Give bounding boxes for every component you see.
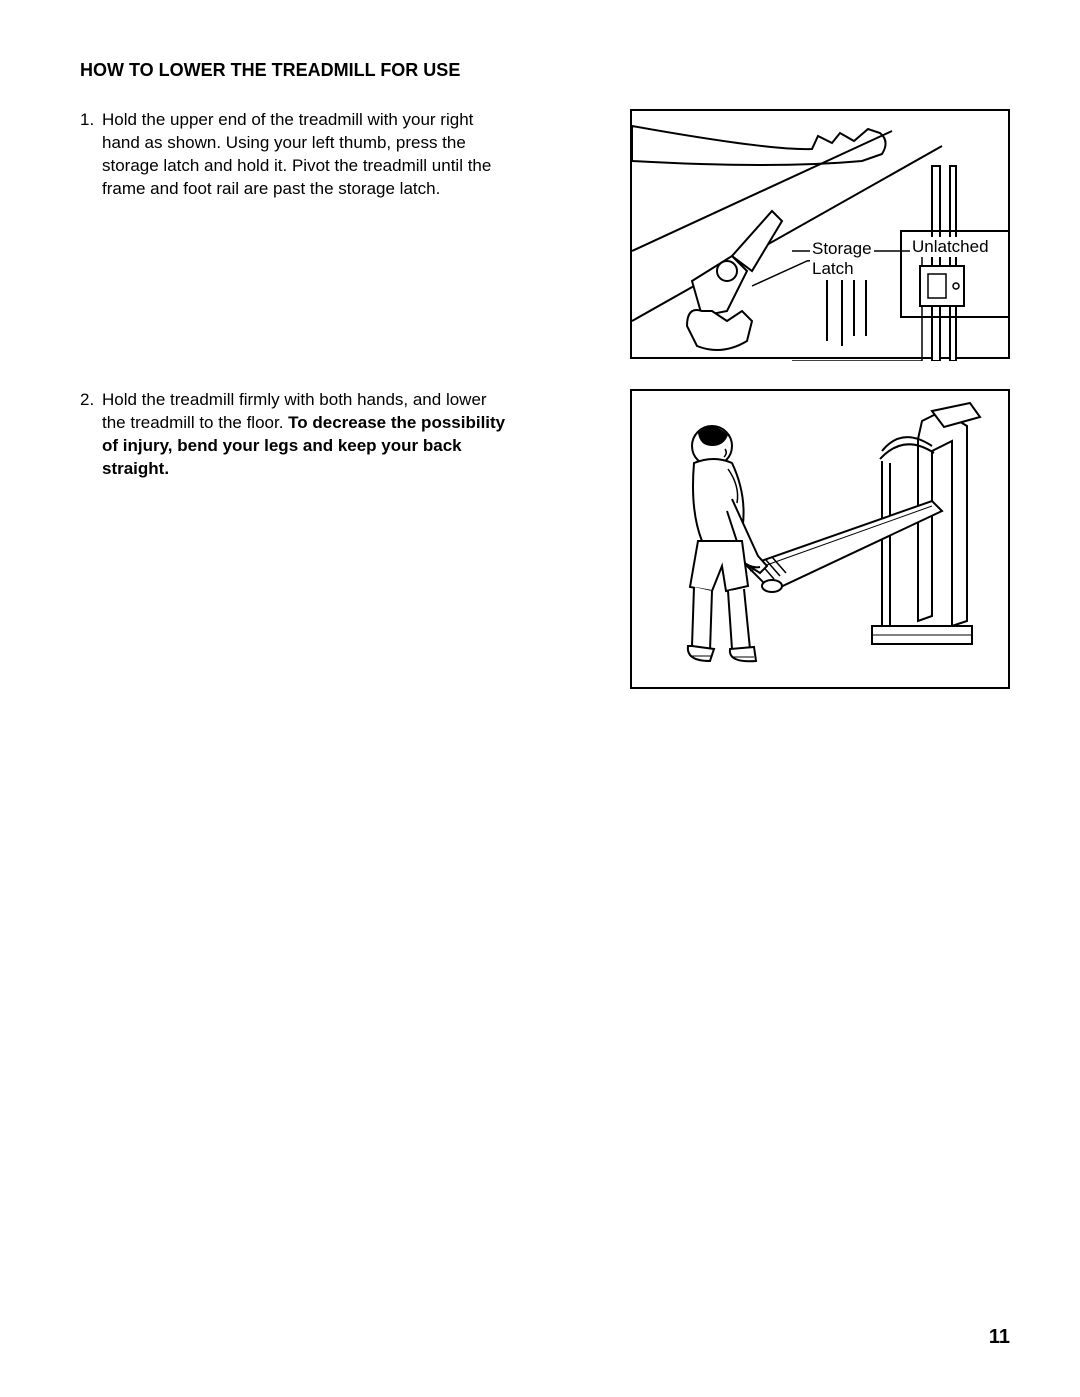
figure-1: Storage Latch Unlatched [630,109,1010,359]
section-title: HOW TO LOWER THE TREADMILL FOR USE [80,60,1010,81]
step-1-text: 1. Hold the upper end of the treadmill w… [80,109,520,201]
label-unlatched: Unlatched [910,237,991,257]
label-storage-latch: Storage Latch [810,239,874,280]
step-1-row: 1. Hold the upper end of the treadmill w… [80,109,1010,359]
figure-2-svg [632,391,1012,691]
step-1-body: Hold the upper end of the treadmill with… [102,109,510,201]
step-2-number: 2. [80,389,102,481]
step-1-number: 1. [80,109,102,201]
step-2-text: 2. Hold the treadmill firmly with both h… [80,389,520,481]
figure-2 [630,389,1010,689]
step-2-body: Hold the treadmill firmly with both hand… [102,389,510,481]
page-number: 11 [989,1326,1010,1349]
figure-1-svg [632,111,1012,361]
step-2-row: 2. Hold the treadmill firmly with both h… [80,389,1010,689]
